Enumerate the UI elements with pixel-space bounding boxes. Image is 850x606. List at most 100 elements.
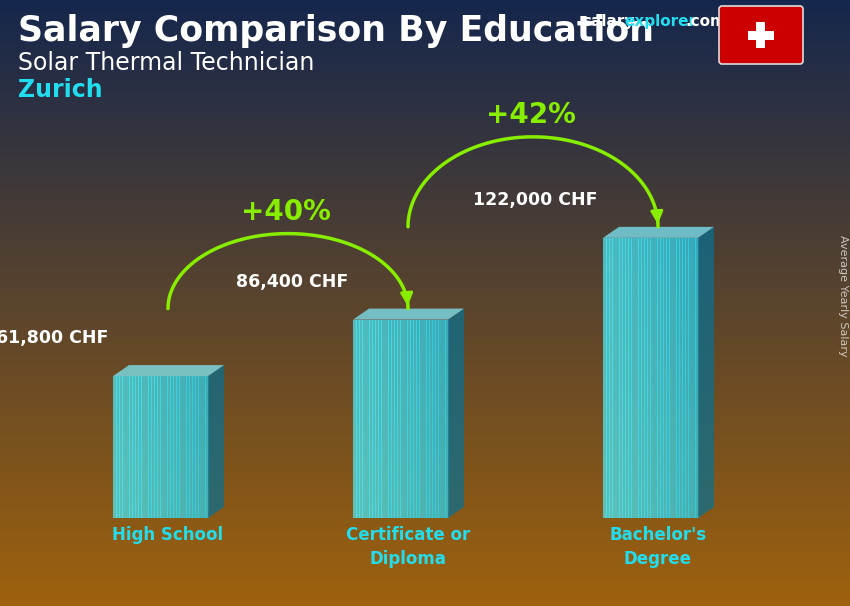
Bar [0, 79, 850, 80]
Bar [179, 376, 184, 518]
Bar [0, 355, 850, 356]
Bar [0, 478, 850, 479]
Bar [170, 376, 174, 518]
Bar [0, 142, 850, 144]
Bar [692, 238, 695, 518]
Bar [144, 376, 149, 518]
Bar [0, 385, 850, 387]
Bar [688, 238, 693, 518]
Bar [0, 185, 850, 187]
Bar [632, 238, 636, 518]
Bar [0, 445, 850, 447]
Bar [0, 327, 850, 328]
Bar [0, 204, 850, 206]
Bar [0, 27, 850, 28]
Text: Zurich: Zurich [18, 78, 103, 102]
Bar [0, 558, 850, 559]
Text: High School: High School [112, 526, 224, 544]
Bar [0, 512, 850, 513]
Bar [0, 114, 850, 115]
Bar [0, 345, 850, 347]
Bar [0, 315, 850, 316]
Text: Average Yearly Salary: Average Yearly Salary [838, 235, 848, 357]
Bar [0, 177, 850, 179]
Bar [0, 556, 850, 558]
Bar [0, 388, 850, 389]
Bar [0, 459, 850, 461]
Bar [0, 64, 850, 65]
Bar [654, 238, 658, 518]
Bar [0, 48, 850, 50]
Bar [0, 599, 850, 600]
Bar [0, 497, 850, 498]
Bar [0, 304, 850, 306]
Bar [0, 274, 850, 276]
Bar [0, 362, 850, 364]
Bar [141, 376, 145, 518]
Bar [0, 480, 850, 482]
Bar [0, 451, 850, 453]
Bar [0, 121, 850, 122]
Bar [0, 161, 850, 162]
Bar [0, 585, 850, 587]
Bar [670, 238, 673, 518]
Bar [0, 294, 850, 296]
Bar [400, 319, 405, 518]
Bar [0, 574, 850, 576]
Text: .com: .com [686, 14, 727, 29]
Bar [0, 597, 850, 599]
Bar [0, 191, 850, 192]
Bar [199, 376, 202, 518]
Bar [116, 376, 120, 518]
Bar [0, 84, 850, 85]
Bar [132, 376, 136, 518]
Bar [0, 181, 850, 182]
Bar [0, 108, 850, 109]
Bar [0, 335, 850, 336]
Bar [442, 319, 445, 518]
Bar [0, 450, 850, 451]
Bar [0, 605, 850, 606]
Bar [0, 471, 850, 473]
Bar [0, 3, 850, 4]
Bar [0, 589, 850, 591]
Bar [0, 401, 850, 403]
Bar [0, 488, 850, 490]
Bar [0, 118, 850, 120]
Bar [369, 319, 373, 518]
Bar [0, 582, 850, 583]
Bar [0, 583, 850, 585]
Bar [0, 195, 850, 197]
Bar [0, 238, 850, 239]
Bar [0, 273, 850, 274]
Bar [0, 256, 850, 258]
Bar [119, 376, 123, 518]
Bar [0, 513, 850, 515]
Bar [0, 338, 850, 339]
Bar [0, 189, 850, 191]
Bar [0, 130, 850, 132]
Bar [0, 62, 850, 64]
Bar [0, 588, 850, 589]
Bar [0, 248, 850, 250]
Bar [0, 418, 850, 419]
Bar [0, 128, 850, 130]
Bar [148, 376, 152, 518]
Bar [0, 282, 850, 284]
Bar [0, 504, 850, 506]
Bar [382, 319, 385, 518]
Bar [432, 319, 436, 518]
Bar [0, 400, 850, 401]
Bar [0, 496, 850, 497]
Bar [0, 486, 850, 488]
Bar [0, 0, 850, 1]
Polygon shape [353, 308, 464, 319]
Bar [0, 150, 850, 152]
Bar [0, 429, 850, 430]
Bar [0, 318, 850, 320]
Bar [0, 209, 850, 210]
Bar [0, 393, 850, 394]
Polygon shape [448, 308, 464, 518]
Bar [0, 95, 850, 97]
Bar [0, 104, 850, 106]
